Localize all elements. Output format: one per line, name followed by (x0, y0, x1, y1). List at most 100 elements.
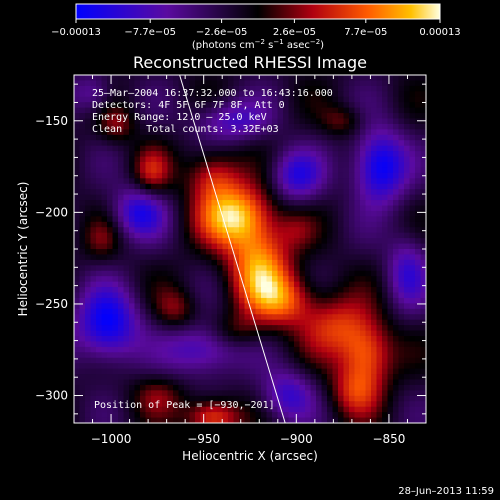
heatmap-cell (327, 102, 333, 109)
heatmap-cell (409, 384, 416, 391)
heatmap-cell (217, 368, 223, 375)
heatmap-cell (195, 129, 201, 136)
heatmap-cell (349, 357, 355, 364)
heatmap-cell (354, 140, 361, 147)
heatmap-cell (338, 205, 344, 212)
heatmap-cell (272, 395, 278, 402)
heatmap-cell (371, 379, 377, 386)
heatmap-cell (365, 412, 372, 418)
heatmap-cell (217, 406, 223, 413)
heatmap-cell (360, 341, 366, 348)
heatmap-cell (178, 281, 185, 288)
heatmap-cell (371, 412, 377, 418)
heatmap-cell (206, 259, 212, 266)
heatmap-cell (250, 243, 256, 250)
heatmap-cell (107, 249, 113, 255)
heatmap-cell (316, 151, 322, 157)
heatmap-cell (178, 227, 185, 234)
heatmap-cell (123, 75, 130, 81)
heatmap-cell (404, 162, 410, 168)
heatmap-cell (288, 374, 295, 380)
heatmap-cell (195, 363, 201, 370)
heatmap-cell (244, 183, 251, 190)
heatmap-cell (118, 113, 124, 119)
heatmap-cell (173, 292, 179, 299)
heatmap-cell (261, 368, 267, 375)
heatmap-cell (123, 308, 130, 315)
heatmap-cell (239, 341, 245, 348)
heatmap-cell (156, 384, 163, 391)
heatmap-cell (338, 319, 344, 326)
heatmap-cell (200, 123, 207, 130)
heatmap-cell (409, 145, 416, 152)
heatmap-cell (415, 156, 421, 163)
heatmap-cell (140, 281, 146, 288)
heatmap-cell (162, 406, 168, 413)
heatmap-cell (112, 75, 119, 81)
heatmap-cell (79, 325, 86, 331)
heatmap-cell (162, 80, 168, 87)
heatmap-cell (118, 96, 124, 103)
heatmap-cell (107, 118, 113, 125)
heatmap-cell (371, 227, 377, 234)
heatmap-cell (371, 417, 377, 423)
heatmap-cell (239, 401, 245, 408)
heatmap-cell (123, 205, 130, 212)
heatmap-cell (244, 113, 251, 119)
heatmap-cell (211, 243, 218, 250)
heatmap-cell (299, 297, 306, 304)
heatmap-cell (343, 384, 350, 391)
heatmap-cell (74, 259, 80, 266)
heatmap-cell (283, 384, 289, 391)
heatmap-cell (338, 384, 344, 391)
heatmap-cell (101, 123, 108, 130)
heatmap-cell (349, 395, 355, 402)
heatmap-cell (129, 243, 135, 250)
heatmap-cell (415, 140, 421, 147)
heatmap-cell (162, 270, 168, 277)
heatmap-cell (173, 346, 179, 353)
heatmap-cell (118, 91, 124, 98)
heatmap-cell (162, 308, 168, 315)
heatmap-cell (217, 379, 223, 386)
heatmap-cell (151, 363, 157, 370)
heatmap-cell (409, 151, 416, 157)
heatmap-cell (151, 145, 157, 152)
heatmap-cell (393, 178, 399, 185)
heatmap-cell (74, 243, 80, 250)
heatmap-cell (365, 259, 372, 266)
heatmap-cell (167, 118, 174, 125)
heatmap-cell (316, 113, 322, 119)
heatmap-cell (398, 216, 405, 223)
heatmap-cell (393, 417, 399, 423)
heatmap-cell (178, 287, 185, 293)
heatmap-cell (250, 205, 256, 212)
heatmap-cell (398, 80, 405, 87)
heatmap-cell (151, 390, 157, 397)
heatmap-cell (107, 336, 113, 342)
heatmap-cell (74, 107, 80, 114)
heatmap-cell (420, 205, 426, 212)
heatmap-cell (255, 314, 262, 321)
heatmap-cell (266, 412, 273, 418)
heatmap-cell (173, 205, 179, 212)
heatmap-cell (409, 297, 416, 304)
heatmap-cell (239, 265, 245, 272)
heatmap-cell (332, 140, 339, 147)
heatmap-cell (228, 330, 234, 337)
heatmap-cell (299, 156, 306, 163)
heatmap-cell (349, 265, 355, 272)
heatmap-cell (123, 221, 130, 228)
heatmap-cell (420, 118, 426, 125)
heatmap-cell (387, 189, 394, 196)
heatmap-cell (178, 265, 185, 272)
heatmap-cell (420, 80, 426, 87)
heatmap-cell (206, 395, 212, 402)
heatmap-cell (162, 346, 168, 353)
heatmap-cell (321, 102, 328, 109)
heatmap-cell (140, 96, 146, 103)
heatmap-cell (261, 156, 267, 163)
heatmap-cell (173, 287, 179, 293)
heatmap-cell (294, 254, 300, 261)
heatmap-cell (327, 368, 333, 375)
